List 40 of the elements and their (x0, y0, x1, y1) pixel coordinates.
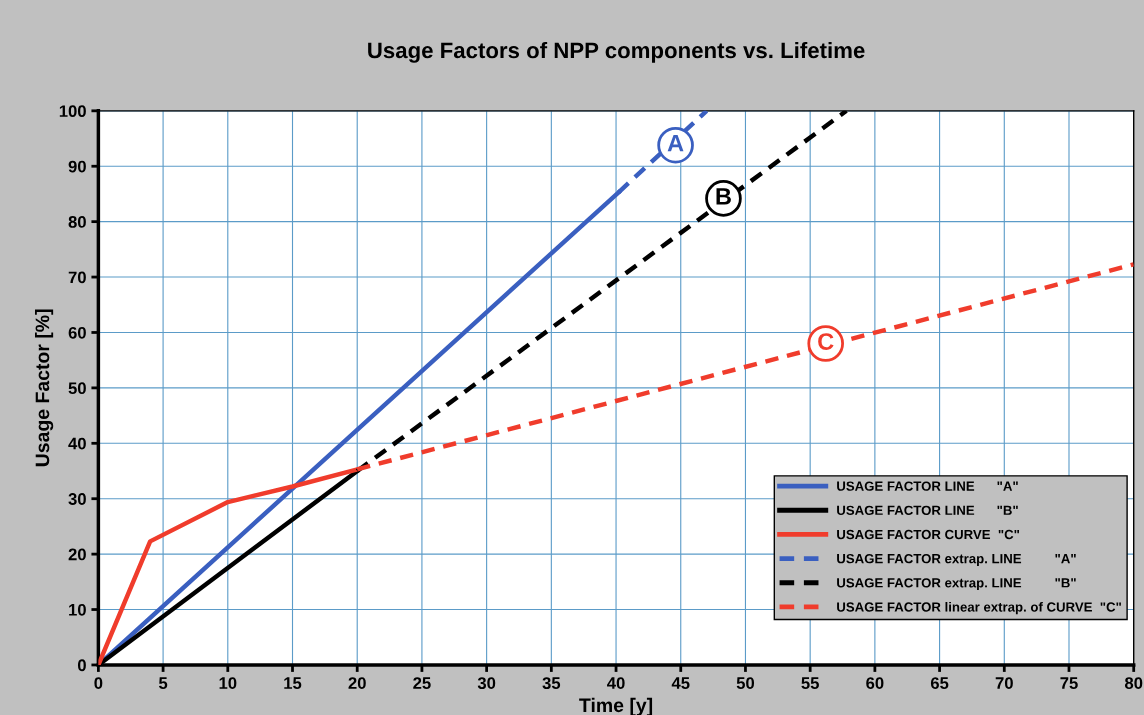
x-tick-label: 70 (995, 677, 1013, 689)
y-tick-label: 60 (68, 326, 86, 339)
legend-label: USAGE FACTOR linear extrap. of CURVE "C" (837, 601, 1121, 615)
legend-label: USAGE FACTOR extrap. LINE "B" (837, 578, 1076, 591)
x-tick-label: 60 (866, 677, 884, 689)
x-tick-label: 5 (158, 677, 168, 689)
x-tick-label: 20 (348, 677, 366, 689)
y-tick-label: 20 (68, 548, 86, 561)
y-tick-label: 100 (59, 105, 86, 118)
y-tick-label: 10 (69, 603, 86, 616)
annotation: A (667, 135, 684, 152)
y-tick-label: 80 (68, 216, 86, 228)
x-tick-label: 30 (477, 677, 496, 690)
x-tick-label: 80 (1124, 677, 1143, 689)
x-axis-title: Time [y] (579, 697, 653, 715)
legend-label: USAGE FACTOR LINE "A" (837, 481, 1018, 491)
y-tick-label: 0 (77, 659, 86, 672)
chart-title: Usage Factors of NPP components vs. Lifetime (368, 41, 865, 63)
x-tick-label: 55 (801, 677, 819, 689)
annotation: B (716, 188, 731, 205)
x-tick-label: 65 (930, 677, 949, 689)
y-tick-label: 90 (68, 160, 86, 173)
legend-label: USAGE FACTOR LINE "B" (837, 505, 1018, 515)
y-tick-label: 50 (68, 382, 86, 395)
x-tick-label: 40 (607, 677, 625, 689)
x-tick-label: 35 (542, 677, 561, 690)
y-tick-label: 30 (68, 493, 86, 505)
annotation: C (818, 333, 834, 350)
y-tick-label: 40 (68, 437, 86, 450)
x-tick-label: 50 (736, 677, 755, 689)
legend-label: USAGE FACTOR CURVE "C" (837, 529, 1020, 540)
x-tick-label: 25 (413, 677, 431, 689)
x-tick-label: 75 (1060, 677, 1078, 689)
x-tick-label: 15 (284, 677, 302, 689)
y-tick-label: 70 (68, 271, 86, 284)
x-tick-label: 45 (671, 677, 690, 689)
x-tick-label: 10 (219, 677, 237, 689)
legend-label: USAGE FACTOR extrap. LINE "A" (837, 553, 1076, 566)
x-tick-label: 0 (94, 677, 103, 689)
y-axis-title: Usage Factor [%] (35, 309, 54, 467)
